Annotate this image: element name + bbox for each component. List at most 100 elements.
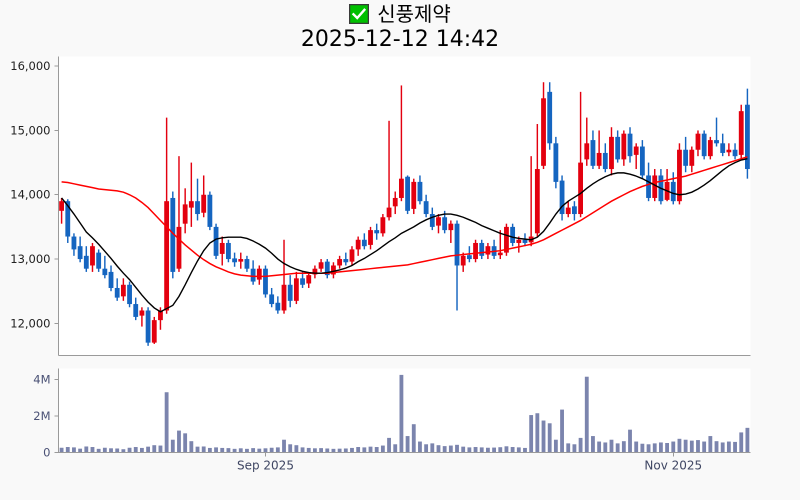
volume-bar xyxy=(300,447,305,453)
volume-bar xyxy=(368,446,373,453)
candle-body xyxy=(411,181,417,209)
candle-body xyxy=(108,271,114,288)
candle-body xyxy=(176,226,182,269)
candle-body xyxy=(195,201,200,215)
candle-body xyxy=(714,140,719,144)
volume-bar xyxy=(139,447,144,453)
volume-bar xyxy=(343,448,348,453)
candle-body xyxy=(213,226,219,256)
volume-bar xyxy=(442,446,447,453)
volume-bar xyxy=(405,436,410,453)
candle-body xyxy=(726,149,732,153)
candle-body xyxy=(652,175,658,198)
volume-bar xyxy=(646,444,651,453)
volume-bar xyxy=(479,447,484,453)
volume-bar xyxy=(380,445,385,453)
volume-bar xyxy=(306,447,311,453)
candle-body xyxy=(312,268,318,275)
candle-body xyxy=(689,149,695,166)
volume-bar xyxy=(269,447,274,453)
price-y-tick-label: 13,000 xyxy=(10,252,50,266)
volume-bar xyxy=(275,447,280,453)
candle-body xyxy=(639,146,645,176)
candle-body xyxy=(609,136,614,170)
volume-y-tick-label: 0 xyxy=(43,446,50,460)
candle-body xyxy=(238,259,244,262)
candle-body xyxy=(683,149,689,166)
volume-bar xyxy=(411,424,416,453)
volume-bar xyxy=(696,440,700,453)
candle-body xyxy=(207,194,213,227)
volume-bar xyxy=(183,433,188,453)
volume-bar xyxy=(516,447,521,453)
volume-bar xyxy=(201,446,206,453)
candle-body xyxy=(343,259,349,263)
candle-body xyxy=(399,178,404,198)
volume-bar xyxy=(90,447,95,453)
candle-body xyxy=(300,278,305,285)
volume-bar xyxy=(529,415,534,453)
candle-body xyxy=(670,181,676,202)
volume-bar xyxy=(541,420,546,453)
candle-body xyxy=(355,239,361,250)
candle-body xyxy=(405,176,410,211)
x-tick-label: Sep 2025 xyxy=(237,459,294,473)
candle-body xyxy=(331,265,336,275)
candle-body xyxy=(120,284,126,297)
price-y-tick-label: 15,000 xyxy=(10,123,50,137)
volume-bar xyxy=(689,440,694,453)
volume-bar xyxy=(578,437,583,453)
candle-body xyxy=(436,217,441,226)
candle-body xyxy=(368,230,373,245)
candle-body xyxy=(392,197,398,207)
candle-body xyxy=(256,268,262,280)
candle-body xyxy=(707,140,713,157)
volume-bar xyxy=(436,445,441,453)
candle-body xyxy=(293,278,299,301)
volume-bar xyxy=(282,439,286,453)
candle-body xyxy=(633,146,639,155)
candle-body xyxy=(497,252,503,256)
candle-body xyxy=(102,268,108,276)
volume-bar xyxy=(566,443,571,453)
volume-bar xyxy=(214,447,218,453)
volume-bar xyxy=(671,441,676,453)
volume-bar xyxy=(393,444,398,453)
candle-body xyxy=(380,217,386,234)
volume-bar xyxy=(467,447,472,453)
volume-bar xyxy=(572,444,577,453)
volume-bar xyxy=(331,448,336,453)
price-y-tick-label: 16,000 xyxy=(10,59,50,73)
candle-body xyxy=(337,259,343,266)
candle-body xyxy=(590,140,596,166)
volume-bar xyxy=(418,441,422,453)
candle-body xyxy=(677,149,682,202)
volume-bar xyxy=(621,441,626,453)
volume-bar xyxy=(424,444,429,453)
candle-body xyxy=(504,226,509,253)
candle-body xyxy=(90,246,95,266)
volume-bar xyxy=(84,446,89,453)
candle-body xyxy=(127,284,132,305)
candle-body xyxy=(701,133,707,157)
volume-bar xyxy=(591,436,595,453)
candle-body xyxy=(423,201,429,215)
candle-body xyxy=(541,98,546,166)
candle-body xyxy=(281,284,287,311)
candle-body xyxy=(182,204,188,224)
candle-body xyxy=(361,239,367,247)
candle-body xyxy=(559,180,565,215)
volume-bar xyxy=(609,439,614,453)
candle-body xyxy=(349,249,355,262)
candle-body xyxy=(263,268,268,295)
volume-y-tick-label: 2M xyxy=(33,409,50,423)
volume-bar xyxy=(615,443,620,453)
volume-bar xyxy=(461,446,466,453)
candle-body xyxy=(479,242,485,256)
candle-body xyxy=(621,133,627,160)
candle-body xyxy=(596,152,602,166)
candle-body xyxy=(602,152,608,170)
candle-body xyxy=(732,149,738,157)
